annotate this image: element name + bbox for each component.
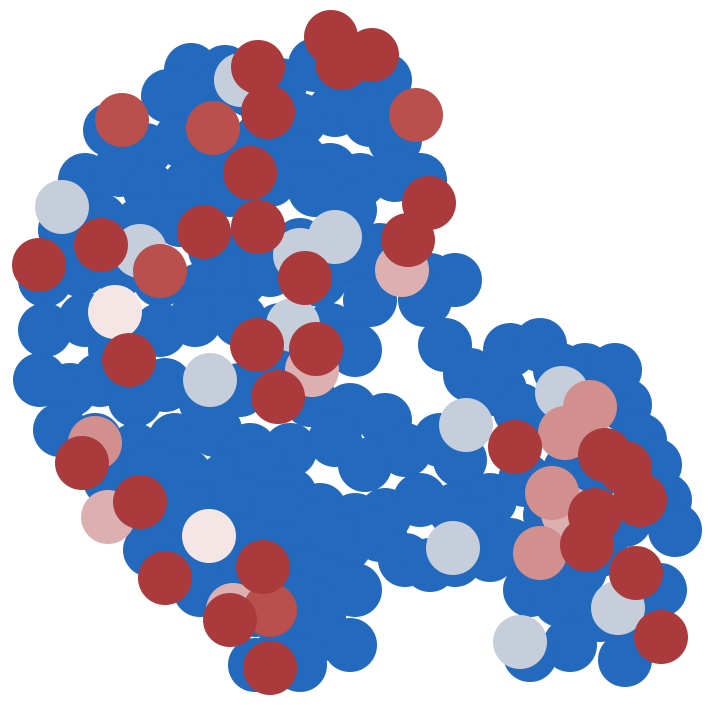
data-point-dark-red-11 (12, 238, 66, 292)
data-point-dark-red-17 (55, 436, 109, 490)
data-point-dark-red-24 (560, 518, 614, 572)
data-point-red-medium-0 (95, 93, 149, 147)
data-point-dark-red-5 (223, 146, 277, 200)
data-point-dark-blue-60 (328, 323, 382, 377)
data-point-red-medium-1 (186, 101, 240, 155)
data-point-dark-blue-130 (323, 618, 377, 672)
data-point-dark-blue-56 (168, 293, 222, 347)
data-point-dark-red-14 (230, 318, 284, 372)
data-point-dark-red-18 (113, 475, 167, 529)
data-point-pale-pink-0 (88, 285, 142, 339)
data-point-dark-red-30 (243, 641, 297, 695)
data-point-gray-0 (35, 180, 89, 234)
data-point-salmon-3 (525, 466, 579, 520)
data-point-dark-blue-83 (338, 438, 392, 492)
data-point-dark-red-4 (241, 85, 295, 139)
data-point-dark-red-29 (634, 610, 688, 664)
data-point-dark-red-7 (381, 213, 435, 267)
data-point-gray-10 (493, 615, 547, 669)
data-point-dark-red-13 (102, 333, 156, 387)
data-point-gray-8 (426, 521, 480, 575)
data-point-gray-4 (308, 210, 362, 264)
data-point-gray-6 (439, 398, 493, 452)
data-point-dark-red-10 (74, 218, 128, 272)
data-point-dark-red-27 (203, 593, 257, 647)
data-point-dark-red-2 (345, 28, 399, 82)
data-point-dark-red-8 (177, 205, 231, 259)
data-point-gray-2 (183, 353, 237, 407)
data-point-dark-red-15 (289, 322, 343, 376)
data-point-dark-red-26 (138, 551, 192, 605)
data-point-dark-red-25 (236, 540, 290, 594)
data-point-dark-red-22 (613, 473, 667, 527)
data-points (12, 10, 702, 695)
data-point-dark-red-3 (231, 40, 285, 94)
data-point-dark-red-16 (251, 370, 305, 424)
data-point-dark-red-19 (488, 420, 542, 474)
data-point-red-medium-3 (133, 244, 187, 298)
data-point-pale-pink-1 (182, 509, 236, 563)
data-point-dark-red-12 (278, 251, 332, 305)
data-point-salmon-4 (513, 526, 567, 580)
data-point-dark-red-9 (231, 200, 285, 254)
data-point-dark-red-28 (609, 546, 663, 600)
data-point-salmon-2 (563, 380, 617, 434)
data-point-red-medium-2 (389, 88, 443, 142)
